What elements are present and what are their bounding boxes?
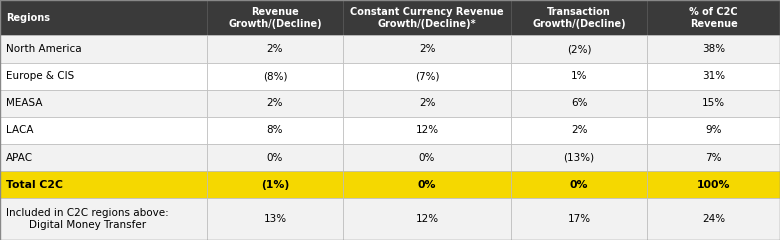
Text: 38%: 38% [702, 44, 725, 54]
Bar [0, 117, 207, 144]
Bar [343, 0, 511, 36]
Bar [207, 36, 343, 63]
Text: 0%: 0% [570, 180, 588, 190]
Bar [0, 0, 207, 36]
Text: Included in C2C regions above:
Digital Money Transfer: Included in C2C regions above: Digital M… [6, 208, 169, 230]
Bar [647, 63, 780, 90]
Bar [511, 171, 647, 198]
Text: 31%: 31% [702, 71, 725, 81]
Bar [0, 36, 207, 63]
Bar [207, 171, 343, 198]
Text: North America: North America [6, 44, 82, 54]
Bar [511, 90, 647, 117]
Bar [0, 63, 207, 90]
Bar [343, 36, 511, 63]
Text: 2%: 2% [419, 44, 435, 54]
Bar [647, 144, 780, 171]
Bar [207, 63, 343, 90]
Text: APAC: APAC [6, 153, 34, 163]
Bar [511, 63, 647, 90]
Bar [343, 90, 511, 117]
Text: 24%: 24% [702, 214, 725, 224]
Text: 2%: 2% [267, 98, 283, 108]
Text: 0%: 0% [419, 153, 435, 163]
Bar [647, 171, 780, 198]
Text: LACA: LACA [6, 126, 34, 136]
Bar [511, 0, 647, 36]
Text: Total C2C: Total C2C [6, 180, 63, 190]
Text: Constant Currency Revenue
Growth/(Decline)*: Constant Currency Revenue Growth/(Declin… [350, 6, 504, 29]
Text: Europe & CIS: Europe & CIS [6, 71, 74, 81]
Bar [207, 90, 343, 117]
Text: (2%): (2%) [567, 44, 591, 54]
Bar [647, 0, 780, 36]
Text: (13%): (13%) [564, 153, 594, 163]
Bar [511, 36, 647, 63]
Text: 13%: 13% [264, 214, 286, 224]
Bar [343, 117, 511, 144]
Bar [207, 117, 343, 144]
Text: 12%: 12% [416, 214, 438, 224]
Bar [0, 198, 207, 240]
Text: MEASA: MEASA [6, 98, 43, 108]
Bar [511, 117, 647, 144]
Text: (1%): (1%) [261, 180, 289, 190]
Text: 0%: 0% [418, 180, 436, 190]
Bar [647, 90, 780, 117]
Text: 17%: 17% [568, 214, 590, 224]
Bar [0, 144, 207, 171]
Text: 2%: 2% [571, 126, 587, 136]
Bar [343, 171, 511, 198]
Text: 7%: 7% [705, 153, 722, 163]
Text: 8%: 8% [267, 126, 283, 136]
Bar [207, 0, 343, 36]
Text: Revenue
Growth/(Decline): Revenue Growth/(Decline) [228, 6, 322, 29]
Text: 1%: 1% [571, 71, 587, 81]
Text: 2%: 2% [267, 44, 283, 54]
Bar [0, 171, 207, 198]
Bar [207, 144, 343, 171]
Text: (7%): (7%) [415, 71, 439, 81]
Bar [647, 198, 780, 240]
Text: 2%: 2% [419, 98, 435, 108]
Bar [511, 144, 647, 171]
Text: 15%: 15% [702, 98, 725, 108]
Bar [511, 198, 647, 240]
Text: Transaction
Growth/(Decline): Transaction Growth/(Decline) [532, 6, 626, 29]
Text: Regions: Regions [6, 13, 50, 23]
Text: 9%: 9% [705, 126, 722, 136]
Bar [0, 90, 207, 117]
Bar [647, 36, 780, 63]
Bar [343, 63, 511, 90]
Bar [343, 144, 511, 171]
Bar [343, 198, 511, 240]
Text: 12%: 12% [416, 126, 438, 136]
Text: 0%: 0% [267, 153, 283, 163]
Bar [647, 117, 780, 144]
Text: (8%): (8%) [263, 71, 287, 81]
Bar [207, 198, 343, 240]
Text: % of C2C
Revenue: % of C2C Revenue [690, 6, 738, 29]
Text: 6%: 6% [571, 98, 587, 108]
Text: 100%: 100% [697, 180, 730, 190]
